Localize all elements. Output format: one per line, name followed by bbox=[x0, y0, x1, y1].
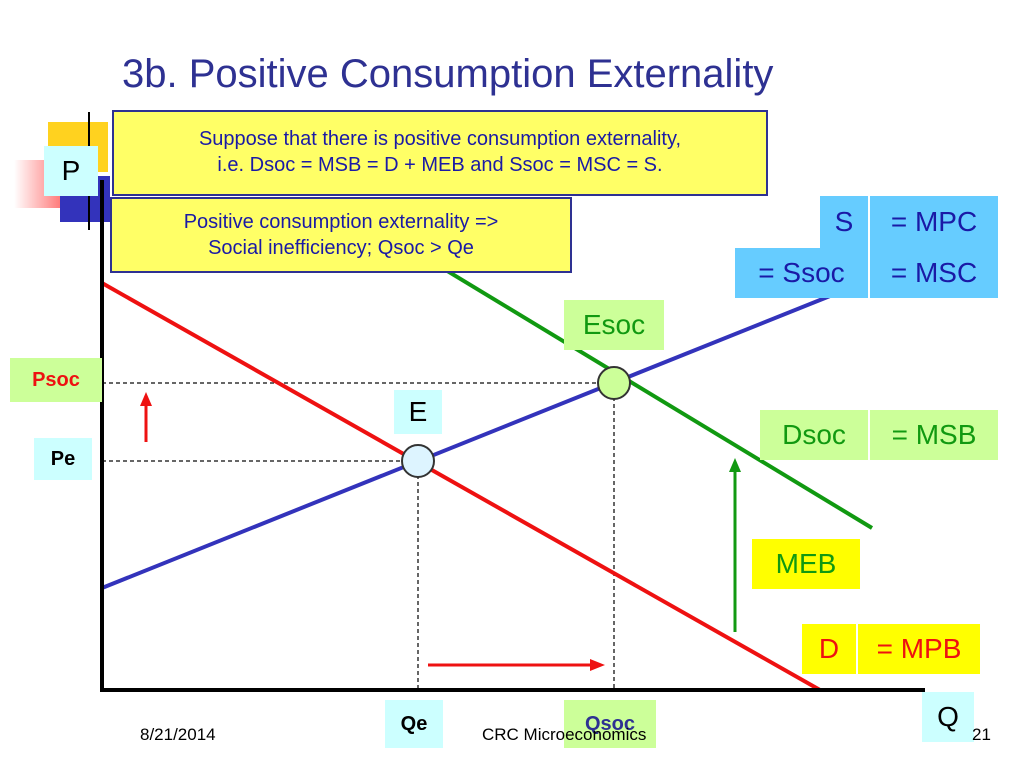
conclusion-line-1: Positive consumption externality => bbox=[183, 211, 499, 233]
assumption-line-2: i.e. Dsoc = MSB = D + MEB and Ssoc = MSC… bbox=[217, 154, 663, 176]
mpb-label: = MPB bbox=[858, 624, 980, 674]
y-axis-label: P bbox=[44, 146, 98, 196]
meb-label: MEB bbox=[752, 539, 860, 589]
x-axis-label: Q bbox=[922, 692, 974, 742]
msb-label: = MSB bbox=[870, 410, 998, 460]
footer-title: CRC Microeconomics bbox=[482, 725, 647, 744]
supply-mpc-label: = MPC bbox=[870, 196, 998, 248]
quantity-arrowhead bbox=[590, 659, 605, 671]
demand-d-label: D bbox=[802, 624, 856, 674]
e-point-label: E bbox=[394, 390, 442, 434]
conclusion-note: Positive consumption externality => Soci… bbox=[110, 197, 572, 273]
assumption-note: Suppose that there is positive consumpti… bbox=[112, 110, 768, 196]
dsoc-label: Dsoc bbox=[760, 410, 868, 460]
equilibrium-esoc-point bbox=[597, 366, 631, 400]
supply-curve bbox=[101, 294, 831, 590]
slide-number: 21 bbox=[972, 725, 991, 744]
qsoc-label: Qsoc bbox=[564, 700, 656, 748]
demand-curve bbox=[101, 281, 821, 692]
esoc-point-label: Esoc bbox=[564, 300, 664, 350]
meb-arrowhead bbox=[729, 458, 741, 472]
supply-ssoc-label: = Ssoc bbox=[735, 248, 868, 298]
assumption-line-1: Suppose that there is positive consumpti… bbox=[198, 128, 682, 150]
qe-label: Qe bbox=[385, 700, 443, 748]
supply-msc-label: = MSC bbox=[870, 248, 998, 298]
equilibrium-e-point bbox=[401, 444, 435, 478]
price-up-arrowhead bbox=[140, 392, 152, 406]
slide-title: 3b. Positive Consumption Externality bbox=[122, 52, 774, 96]
footer-date: 8/21/2014 bbox=[140, 725, 216, 744]
conclusion-line-2: Social inefficiency; Qsoc > Qe bbox=[208, 237, 474, 259]
psoc-label: Psoc bbox=[10, 358, 102, 402]
pe-label: Pe bbox=[34, 438, 92, 480]
supply-s-label: S bbox=[820, 196, 868, 248]
